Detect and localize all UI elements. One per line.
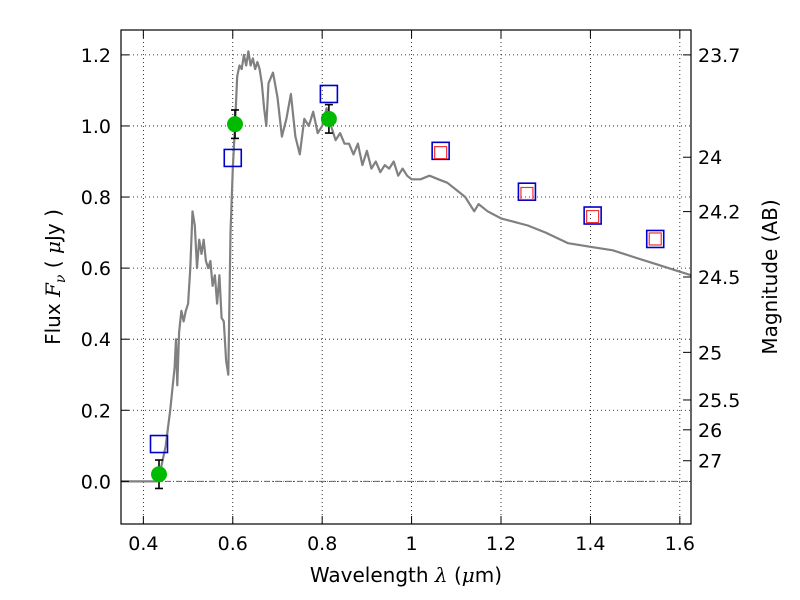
y-axis-label-unit-mu: μ (41, 241, 65, 254)
plot-area (121, 50, 691, 483)
x-axis-label-unit-open: ( (454, 563, 462, 587)
model-flux-square-small (586, 209, 600, 224)
x-tick-label: 1.4 (575, 533, 605, 555)
y2-tick-label: 24 (698, 147, 722, 169)
x-tick-label: 1.6 (665, 533, 695, 555)
y2-tick-label: 26 (698, 420, 722, 442)
y2-tick-label: 24.5 (698, 267, 740, 289)
x-tick-label: 0.8 (307, 533, 337, 555)
x-tick-label: 0.4 (128, 533, 158, 555)
model-flux-square (149, 434, 169, 454)
observed-flux-point (227, 116, 243, 133)
model-flux-square (223, 148, 243, 168)
y2-axis-label: Magnitude (AB) (758, 199, 782, 354)
y-tick-label: 0.4 (81, 329, 111, 351)
y-tick-label: 0.0 (81, 471, 111, 493)
model-flux-square (517, 182, 537, 202)
model-flux-square (319, 84, 339, 104)
y2-tick-label: 24.2 (698, 202, 740, 224)
sed-model-line (121, 50, 691, 483)
grid (121, 30, 691, 524)
observed-flux-point (320, 110, 337, 127)
y2-tick-label: 25.5 (698, 390, 740, 412)
x-axis-label-unit-rest: m) (475, 563, 502, 587)
x-axis-label-text: Wavelength (310, 563, 429, 587)
y-axis-label: Flux Fν ( μJy ) (41, 209, 69, 345)
x-axis-label-symbol: λ (434, 563, 448, 587)
observed-flux-point (151, 466, 167, 483)
marker-layer (149, 84, 665, 490)
model-flux-square-small (648, 232, 662, 246)
x-axis-label-unit-mu: μ (462, 563, 475, 587)
y-axis-label-symbol: F (41, 282, 65, 298)
y-axis-label-subscript: ν (53, 274, 69, 283)
y-tick-label: 1.0 (81, 116, 111, 138)
y-tick-label: 0.8 (81, 187, 111, 209)
y-tick-label: 0.2 (81, 400, 111, 422)
y-tick-label: 0.6 (81, 258, 111, 280)
x-tick-label: 0.6 (218, 533, 248, 555)
y2-tick-label: 27 (698, 451, 722, 473)
model-flux-square-small (520, 186, 534, 201)
x-tick-label: 1 (406, 533, 418, 555)
y2-tick-label: 23.7 (698, 45, 740, 67)
model-flux-square (583, 206, 602, 225)
model-flux-square (431, 141, 450, 161)
y2-tick-label: 25 (698, 342, 722, 364)
model-flux-square (645, 229, 665, 249)
axis-ticks: 0.4 0.6 0.8 1 1.2 1.4 1.6 0.0 0.2 0.4 0.6 0.8 1.0 1.2… (81, 30, 740, 555)
y-axis-label-unit-open: ( (41, 260, 65, 268)
model-flux-square-small (434, 146, 448, 160)
y-axis-label-unit-rest: Jy ) (41, 209, 65, 243)
x-tick-label: 1.2 (486, 533, 516, 555)
y-axis-label-text: Flux (41, 303, 65, 345)
x-axis-label: Wavelength λ (μm) (310, 563, 502, 587)
y-tick-label: 1.2 (81, 45, 111, 67)
